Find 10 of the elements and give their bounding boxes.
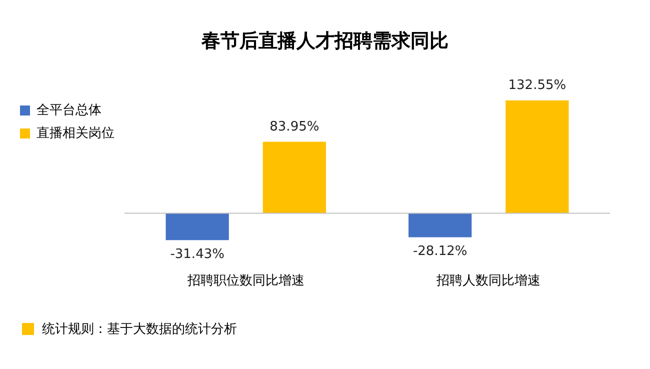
data-label: 132.55% — [508, 78, 566, 94]
data-label: 83.95% — [270, 120, 320, 135]
text: 统计规则：基于大数据的统计分析 — [42, 321, 237, 338]
x-tick-label: 招聘人数同比增速 — [436, 274, 541, 289]
legend-label: 直播相关岗位 — [36, 126, 114, 141]
data-label: -31.43% — [170, 246, 224, 262]
data-label: -28.12% — [412, 244, 468, 260]
x-tick-label: 招聘职位数同比增速 — [186, 274, 304, 289]
legend-label: 全平台总体 — [36, 102, 102, 118]
chart-title: 春节后直播人才招聘需求同比 — [200, 29, 450, 54]
